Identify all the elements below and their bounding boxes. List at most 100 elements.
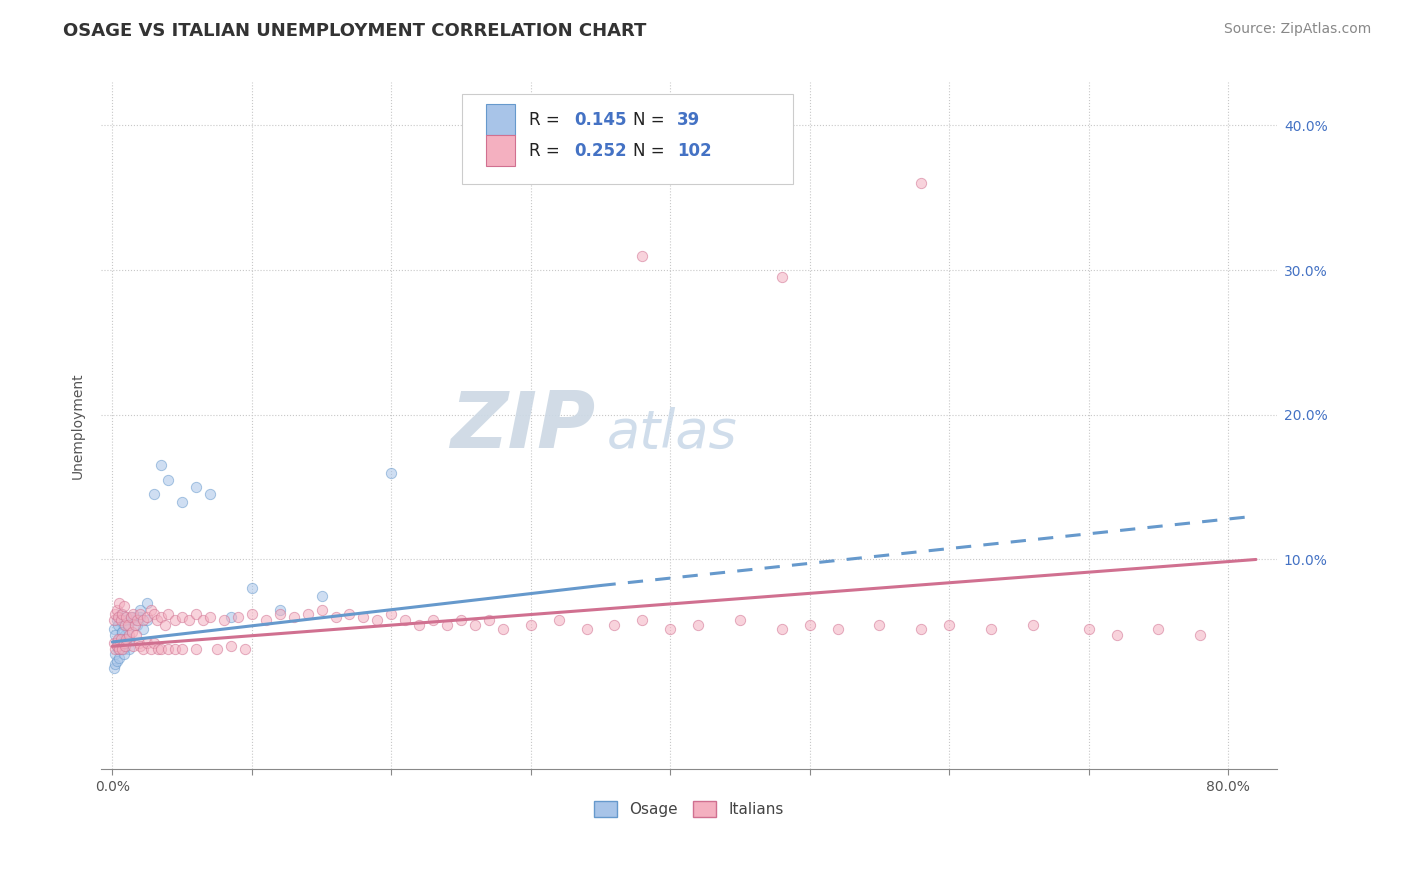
Point xyxy=(141,642,163,657)
Text: Source: ZipAtlas.com: Source: ZipAtlas.com xyxy=(1223,22,1371,37)
Point xyxy=(107,610,129,624)
Point xyxy=(198,487,221,501)
Point xyxy=(478,613,501,627)
Point xyxy=(157,473,180,487)
Text: 39: 39 xyxy=(678,111,700,128)
Point xyxy=(104,607,127,622)
Point xyxy=(107,642,129,657)
Point xyxy=(112,647,135,661)
Point xyxy=(132,642,155,657)
Point xyxy=(112,617,135,632)
Point xyxy=(107,617,129,632)
Point xyxy=(150,642,173,657)
Text: 0.145: 0.145 xyxy=(574,111,626,128)
Point xyxy=(311,589,333,603)
Point xyxy=(226,610,249,624)
Point xyxy=(910,622,932,636)
Point xyxy=(111,624,134,639)
Point xyxy=(105,640,128,654)
Point xyxy=(547,613,569,627)
Point xyxy=(136,596,159,610)
Point xyxy=(172,610,194,624)
Point xyxy=(938,617,960,632)
Point xyxy=(110,636,132,650)
Point xyxy=(1189,628,1212,642)
Point xyxy=(124,617,146,632)
Point xyxy=(118,632,141,646)
Point xyxy=(464,617,486,632)
Point xyxy=(631,249,654,263)
Point xyxy=(155,617,177,632)
Point xyxy=(184,607,207,622)
FancyBboxPatch shape xyxy=(485,136,515,166)
Point xyxy=(112,642,135,657)
Point xyxy=(136,636,159,650)
Point xyxy=(143,636,166,650)
Point xyxy=(104,647,127,661)
Point xyxy=(103,613,125,627)
FancyBboxPatch shape xyxy=(485,104,515,136)
Point xyxy=(105,636,128,650)
Point xyxy=(115,610,138,624)
Point xyxy=(122,613,145,627)
Point xyxy=(150,458,173,473)
Point xyxy=(910,176,932,190)
Text: ZIP: ZIP xyxy=(450,388,595,464)
Point xyxy=(105,640,128,654)
Point xyxy=(394,613,416,627)
Point xyxy=(105,613,128,627)
Point xyxy=(118,628,141,642)
Point xyxy=(108,632,131,646)
Point xyxy=(111,624,134,639)
Point xyxy=(254,613,277,627)
Point xyxy=(770,622,793,636)
Point xyxy=(143,487,166,501)
Point xyxy=(114,640,136,654)
Point xyxy=(121,624,143,639)
Point xyxy=(436,617,458,632)
Point xyxy=(184,642,207,657)
Point xyxy=(219,610,242,624)
Point xyxy=(269,607,291,622)
FancyBboxPatch shape xyxy=(463,94,793,184)
Point xyxy=(122,607,145,622)
Point xyxy=(129,640,152,654)
Point xyxy=(198,610,221,624)
Point xyxy=(108,642,131,657)
Y-axis label: Unemployment: Unemployment xyxy=(72,372,86,479)
Point xyxy=(117,622,139,636)
Point xyxy=(132,613,155,627)
Point xyxy=(520,617,543,632)
Point xyxy=(659,622,682,636)
Point xyxy=(380,466,402,480)
Point xyxy=(118,642,141,657)
Point xyxy=(117,617,139,632)
Point xyxy=(688,617,710,632)
Point xyxy=(112,636,135,650)
Point xyxy=(380,607,402,622)
Point xyxy=(103,636,125,650)
Point xyxy=(114,632,136,646)
Point xyxy=(127,617,149,632)
Point xyxy=(240,582,263,596)
Point xyxy=(868,617,890,632)
Point xyxy=(191,613,214,627)
Point xyxy=(325,610,347,624)
Text: OSAGE VS ITALIAN UNEMPLOYMENT CORRELATION CHART: OSAGE VS ITALIAN UNEMPLOYMENT CORRELATIO… xyxy=(63,22,647,40)
Point xyxy=(110,607,132,622)
Point xyxy=(450,613,472,627)
Point xyxy=(631,613,654,627)
Point xyxy=(205,642,228,657)
Point xyxy=(408,617,430,632)
Point xyxy=(111,607,134,622)
Point xyxy=(184,480,207,494)
Point xyxy=(770,270,793,285)
Point xyxy=(352,610,374,624)
Point xyxy=(143,607,166,622)
Point xyxy=(128,636,150,650)
Point xyxy=(150,610,173,624)
Point xyxy=(108,610,131,624)
Text: N =: N = xyxy=(633,111,669,128)
Point xyxy=(114,617,136,632)
Text: atlas: atlas xyxy=(607,407,738,458)
